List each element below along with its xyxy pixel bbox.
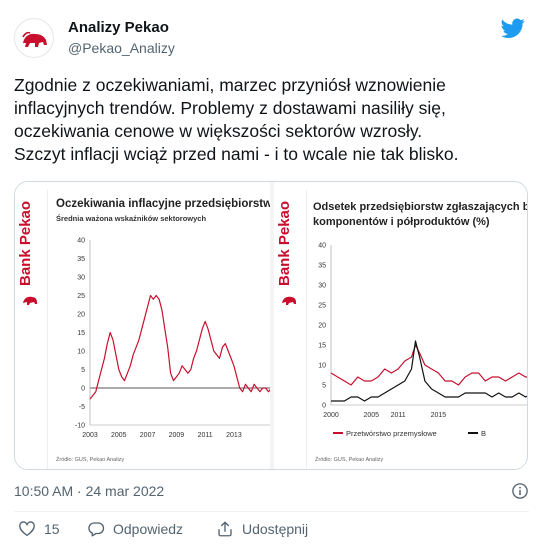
- account-name[interactable]: Analizy Pekao: [68, 19, 169, 36]
- x-tick-label: 2015: [431, 412, 447, 419]
- chart-source: Źródło: GUS, Pekao Analizy: [56, 457, 125, 463]
- reply-button[interactable]: Odpowiedz: [87, 520, 183, 538]
- legend-label: Przetwórstwo przemysłowe: [346, 429, 437, 438]
- x-tick-label: 2005: [363, 412, 379, 419]
- chart-title: Oczekiwania inflacyjne przedsiębiorstw: [56, 198, 270, 210]
- y-tick-label: 5: [322, 383, 326, 390]
- twitter-bird-icon[interactable]: [501, 16, 525, 40]
- tweet-timestamp[interactable]: 10:50 AM · 24 mar 2022: [14, 483, 165, 499]
- y-tick-label: 25: [318, 303, 326, 310]
- like-button[interactable]: 15: [18, 520, 60, 538]
- y-tick-label: 35: [318, 263, 326, 270]
- bison-logo-icon: [282, 296, 296, 305]
- chart-subtitle: Średnia ważona wskaźników sektorowych: [56, 214, 207, 223]
- info-icon[interactable]: [511, 482, 529, 500]
- x-tick-label: 2013: [226, 432, 242, 439]
- series-line: [330, 344, 527, 386]
- y-tick-label: 40: [318, 243, 326, 250]
- x-tick-label: 2005: [111, 432, 127, 439]
- tweet-header: Analizy Pekao @Pekao_Analizy: [14, 12, 529, 62]
- like-count: 15: [44, 521, 60, 537]
- chart-source: Źródło: GUS, Pekao Analizy: [315, 457, 384, 463]
- reply-label: Odpowiedz: [113, 521, 184, 537]
- brand-strip: Bank Pekao: [15, 182, 43, 469]
- avatar[interactable]: [14, 18, 54, 58]
- y-tick-label: -5: [79, 404, 85, 411]
- chart-panel: Oczekiwania inflacyjne przedsiębiorstw Ś…: [47, 190, 270, 469]
- tweet-line: inflacyjnych trendów. Problemy z dostawa…: [14, 98, 446, 118]
- y-tick-label: -10: [75, 423, 85, 430]
- x-tick-label: 2011: [198, 432, 213, 439]
- x-tick-label: 2009: [169, 432, 185, 439]
- legend-label: B: [481, 429, 486, 438]
- divider: [14, 511, 529, 512]
- tweet-line: Zgodnie z oczekiwaniami, marzec przyniós…: [14, 75, 446, 95]
- tweet-text: Zgodnie z oczekiwaniami, marzec przyniós…: [14, 74, 529, 166]
- account-handle[interactable]: @Pekao_Analizy: [68, 40, 175, 56]
- y-tick-label: 20: [77, 312, 85, 319]
- chart-panel: Odsetek przedsiębiorstw zgłaszających b …: [306, 190, 528, 469]
- tweet-line: Szczyt inflacji wciąż przed nami - i to …: [14, 144, 459, 164]
- bison-logo-icon: [22, 31, 47, 47]
- chart-title: Odsetek przedsiębiorstw zgłaszających b …: [313, 200, 528, 230]
- tweet-line: oczekiwania cenowe w większości sektorów…: [14, 121, 423, 141]
- y-tick-label: 30: [77, 275, 85, 282]
- brand-strip: Bank Pekao: [274, 182, 302, 469]
- y-tick-label: 15: [77, 330, 85, 337]
- brand-label: Bank Pekao: [276, 200, 293, 286]
- x-tick-label: 2011: [391, 412, 406, 419]
- share-icon: [218, 521, 232, 537]
- x-tick-label: 2003: [82, 432, 98, 439]
- y-tick-label: 40: [77, 238, 85, 245]
- media-image-left[interactable]: Bank Pekao Oczekiwania inflacyjne przeds…: [15, 182, 270, 469]
- brand-label: Bank Pekao: [17, 200, 34, 286]
- share-button[interactable]: Udostępnij: [216, 520, 308, 538]
- y-tick-label: 25: [77, 293, 85, 300]
- chart-title-line: Odsetek przedsiębiorstw zgłaszających b: [313, 201, 528, 213]
- media-image-right[interactable]: Bank Pekao Odsetek przedsiębiorstw zgłas…: [274, 182, 528, 469]
- bison-logo-icon: [23, 296, 37, 305]
- series-line: [331, 340, 527, 402]
- heart-icon: [19, 521, 35, 537]
- tweet-media[interactable]: Bank Pekao Oczekiwania inflacyjne przeds…: [14, 181, 528, 470]
- y-tick-label: 15: [318, 343, 326, 350]
- y-tick-label: 0: [322, 403, 326, 410]
- y-tick-label: 0: [81, 386, 85, 393]
- y-tick-label: 30: [318, 283, 326, 290]
- x-tick-label: 2007: [140, 432, 156, 439]
- speech-bubble-icon: [88, 522, 105, 537]
- chart-title-line: komponentów i półproduktów (%): [313, 216, 490, 228]
- y-tick-label: 35: [77, 256, 85, 263]
- series-line: [89, 294, 270, 400]
- inflation-chart: 40 35 30 25 20 15 10 5 0 -5 -10 2003 2005 2007 2009 201…: [75, 238, 270, 439]
- share-label: Udostępnij: [242, 521, 309, 537]
- tweet-actions: 15 Odpowiedz Udostępnij: [14, 520, 529, 542]
- y-tick-label: 5: [81, 367, 85, 374]
- y-tick-label: 10: [318, 363, 326, 370]
- y-tick-label: 20: [318, 323, 326, 330]
- y-tick-label: 10: [77, 349, 85, 356]
- x-tick-label: 2000: [323, 412, 339, 419]
